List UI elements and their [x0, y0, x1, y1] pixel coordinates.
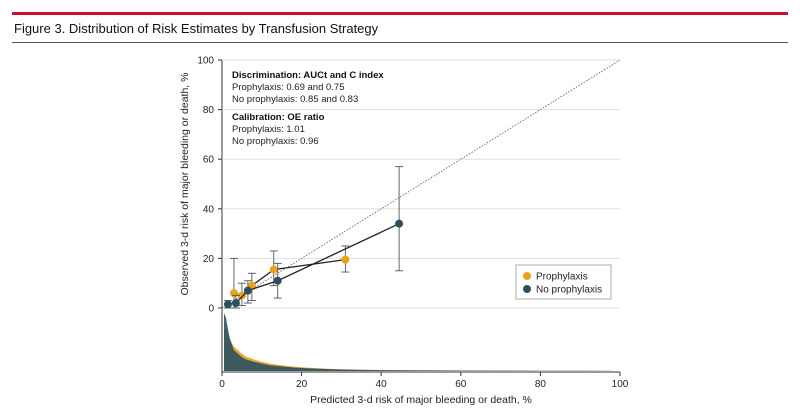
axis-ticks: 0 20 40 60 80 100 0 20 40 60 80 100 — [197, 56, 628, 391]
y-tick-label: 40 — [203, 204, 215, 215]
annotation-line: Prophylaxis: 0.69 and 0.75 — [232, 82, 345, 93]
data-point — [231, 299, 240, 308]
legend-label: Prophylaxis — [536, 272, 588, 283]
y-tick-label: 0 — [208, 304, 214, 315]
x-tick-label: 80 — [535, 379, 547, 390]
y-tick-label: 60 — [203, 155, 215, 166]
plot-frame — [221, 59, 620, 373]
annotation-line: No prophylaxis: 0.96 — [232, 136, 319, 147]
y-tick-label: 80 — [203, 105, 215, 116]
x-tick-label: 0 — [219, 379, 225, 390]
annotation-line: No prophylaxis: 0.85 and 0.83 — [232, 94, 358, 105]
header-accent-rule — [12, 12, 788, 15]
series-no-prophylaxis — [223, 166, 404, 309]
title-divider — [12, 42, 788, 43]
data-point — [395, 219, 404, 228]
legend-box — [515, 264, 612, 300]
data-point — [243, 286, 252, 295]
legend-marker — [523, 285, 531, 293]
figure-title: Figure 3. Distribution of Risk Estimates… — [14, 21, 379, 36]
annotation-heading: Calibration: OE ratio — [232, 112, 325, 123]
y-axis-label: Observed 3-d risk of major bleeding or d… — [179, 73, 191, 296]
legend-label: No prophylaxis — [536, 285, 602, 296]
data-point — [273, 276, 282, 285]
data-point — [229, 289, 238, 298]
legend-marker — [523, 272, 531, 280]
risk-distribution-histogram — [223, 313, 613, 371]
x-axis-label: Predicted 3-d risk of major bleeding or … — [310, 394, 532, 406]
reference-diagonal — [221, 59, 621, 309]
reference-line — [221, 59, 621, 309]
histogram-prophylaxis — [223, 327, 613, 371]
annotation-heading: Discrimination: AUCt and C index — [232, 70, 384, 81]
x-tick-label: 60 — [455, 379, 467, 390]
data-point — [269, 265, 278, 274]
series-layer — [223, 166, 404, 309]
data-point — [223, 300, 232, 309]
annotation-block: Discrimination: AUCt and C indexProphyla… — [232, 70, 384, 147]
data-point — [237, 291, 246, 300]
series-line — [227, 223, 400, 305]
x-tick-label: 100 — [612, 379, 629, 390]
x-tick-label: 20 — [296, 379, 308, 390]
data-point — [341, 255, 350, 264]
annotation-line: Prophylaxis: 1.01 — [232, 124, 305, 135]
y-tick-label: 100 — [197, 56, 214, 67]
legend: Prophylaxis No prophylaxis — [515, 264, 612, 300]
y-tick-label: 20 — [203, 254, 215, 265]
x-tick-label: 40 — [376, 379, 388, 390]
histogram-no-prophylaxis — [223, 313, 613, 371]
grid-lines — [222, 59, 620, 309]
